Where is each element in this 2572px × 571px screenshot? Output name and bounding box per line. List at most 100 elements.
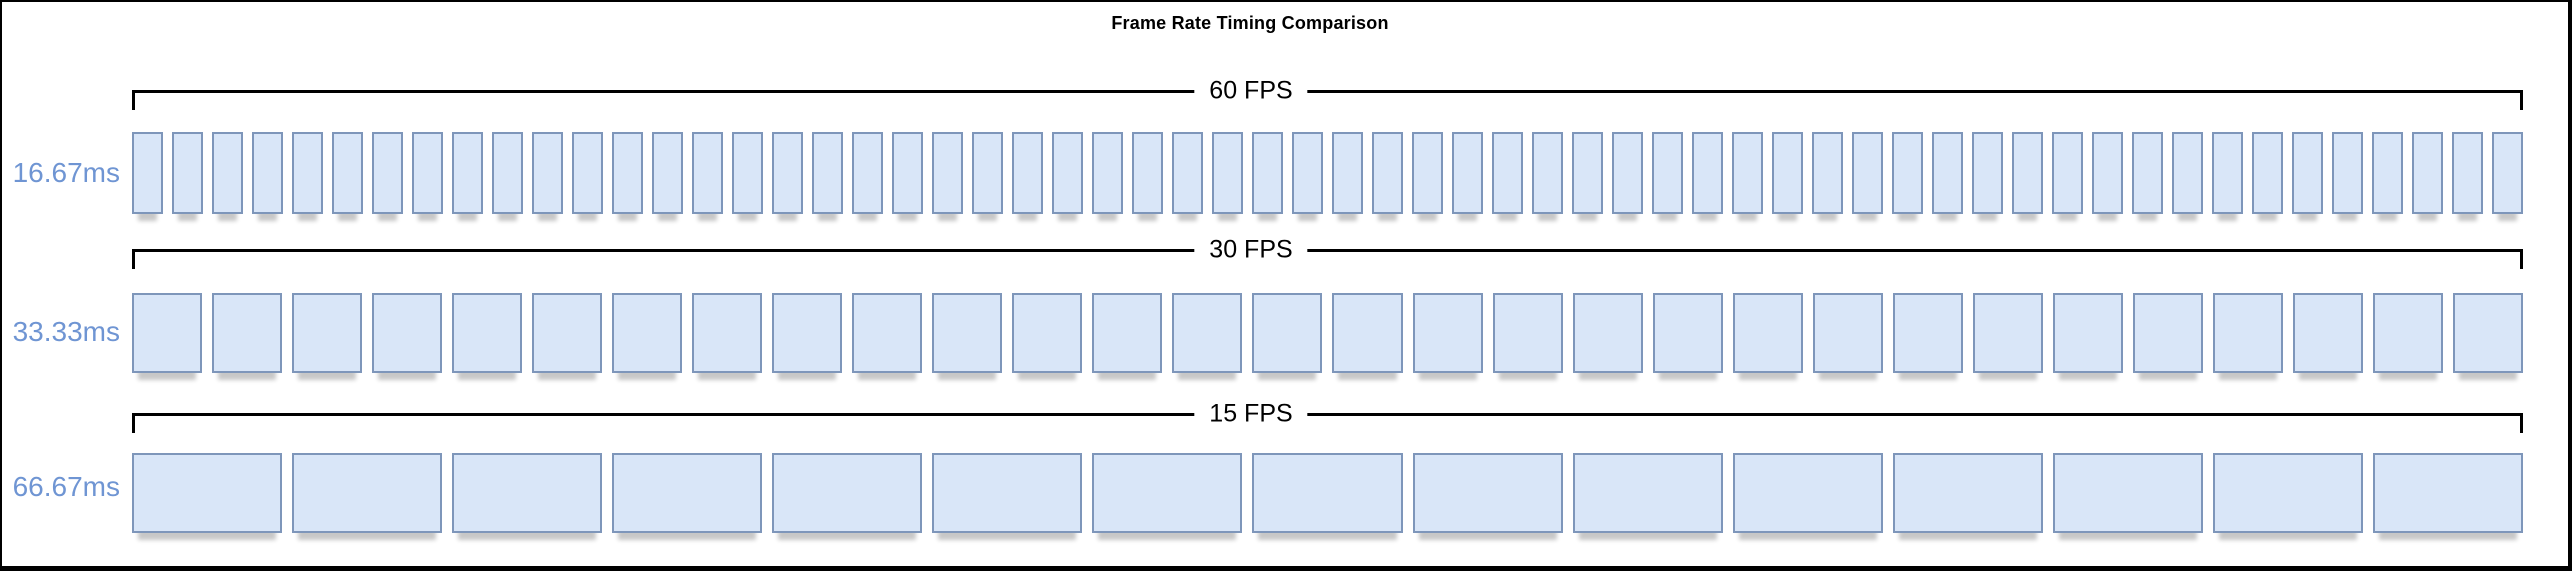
frame-box (2092, 132, 2123, 214)
frame-box (772, 132, 803, 214)
frame-box (2212, 453, 2363, 533)
frame-box (1972, 293, 2043, 373)
frame-box (2212, 132, 2243, 214)
frame-box (1972, 132, 2003, 214)
frame-box (892, 132, 923, 214)
frame-box (292, 132, 323, 214)
frame-box (1892, 453, 2043, 533)
chart-title: Frame Rate Timing Comparison (1111, 13, 1389, 33)
frame-box (1732, 453, 1883, 533)
frame-box (2332, 132, 2363, 214)
frame-box (212, 132, 243, 214)
frame-box (1132, 132, 1163, 214)
frame-box (1212, 132, 1243, 214)
frame-boxes-30fps (132, 293, 2523, 373)
frame-box (852, 132, 883, 214)
frame-box (2052, 132, 2083, 214)
frame-box (1412, 453, 1563, 533)
frame-box (2372, 453, 2523, 533)
frame-box (1852, 132, 1883, 214)
frame-box (692, 293, 763, 373)
frame-box (1292, 132, 1323, 214)
frame-box (1452, 132, 1483, 214)
fps-label-15fps: 15 FPS (1194, 399, 1308, 429)
frame-box (132, 453, 283, 533)
frame-box (372, 132, 403, 214)
frame-box (1892, 293, 1963, 373)
frame-box (1172, 293, 1243, 373)
frame-box (732, 132, 763, 214)
frame-box (1652, 132, 1683, 214)
frame-box (2292, 293, 2363, 373)
bracket-tick-left (132, 93, 135, 110)
frame-box (1492, 132, 1523, 214)
frame-box (1572, 132, 1603, 214)
frame-box (1332, 293, 1403, 373)
frame-box (1732, 293, 1803, 373)
frame-box (2012, 132, 2043, 214)
frame-box (612, 453, 763, 533)
frame-box (1252, 453, 1403, 533)
bracket-tick-right (2520, 93, 2523, 110)
frame-box (452, 293, 523, 373)
frame-box (332, 132, 363, 214)
frame-box (2252, 132, 2283, 214)
frame-box (1332, 132, 1363, 214)
frame-box (132, 293, 203, 373)
frame-boxes-60fps (132, 132, 2523, 214)
fps-label-60fps: 60 FPS (1194, 76, 1308, 106)
frame-box (1092, 132, 1123, 214)
frame-box (1652, 293, 1723, 373)
frame-box (972, 132, 1003, 214)
fps-bracket-15fps: 15 FPS (132, 399, 2523, 433)
frame-box (2452, 293, 2523, 373)
frame-box (252, 132, 283, 214)
frame-box (372, 293, 443, 373)
frame-box (932, 293, 1003, 373)
frame-box (612, 132, 643, 214)
frame-box (532, 132, 563, 214)
frame-box (1252, 132, 1283, 214)
frame-time-label-30fps: 33.33ms (12, 316, 120, 347)
fps-label-30fps: 30 FPS (1194, 235, 1308, 265)
frame-box (132, 132, 163, 214)
frame-box (532, 293, 603, 373)
frame-box (212, 293, 283, 373)
frame-box (1012, 132, 1043, 214)
frame-box (1052, 132, 1083, 214)
frame-box (2452, 132, 2483, 214)
frame-box (932, 132, 963, 214)
frame-box (292, 293, 363, 373)
frame-box (1532, 132, 1563, 214)
frame-box (1412, 132, 1443, 214)
frame-box (1612, 132, 1643, 214)
frame-box (2292, 132, 2323, 214)
frame-box (572, 132, 603, 214)
frame-box (452, 453, 603, 533)
bracket-tick-right (2520, 252, 2523, 269)
frame-box (412, 132, 443, 214)
frame-box (1892, 132, 1923, 214)
frame-box (612, 293, 683, 373)
frame-box (1012, 293, 1083, 373)
frame-box (932, 453, 1083, 533)
frame-box (1252, 293, 1323, 373)
frame-box (1372, 132, 1403, 214)
frame-boxes-15fps (132, 453, 2523, 533)
frame-box (1572, 293, 1643, 373)
fps-bracket-60fps: 60 FPS (132, 76, 2523, 110)
frame-box (2372, 132, 2403, 214)
frame-box (492, 132, 523, 214)
frame-box (2412, 132, 2443, 214)
frame-box (2372, 293, 2443, 373)
frame-box (1572, 453, 1723, 533)
frame-box (2132, 293, 2203, 373)
frame-box (2492, 132, 2523, 214)
bracket-tick-right (2520, 416, 2523, 433)
frame-box (1932, 132, 1963, 214)
fps-bracket-30fps: 30 FPS (132, 235, 2523, 269)
frame-box (1412, 293, 1483, 373)
frame-box (1732, 132, 1763, 214)
frame-box (1812, 132, 1843, 214)
